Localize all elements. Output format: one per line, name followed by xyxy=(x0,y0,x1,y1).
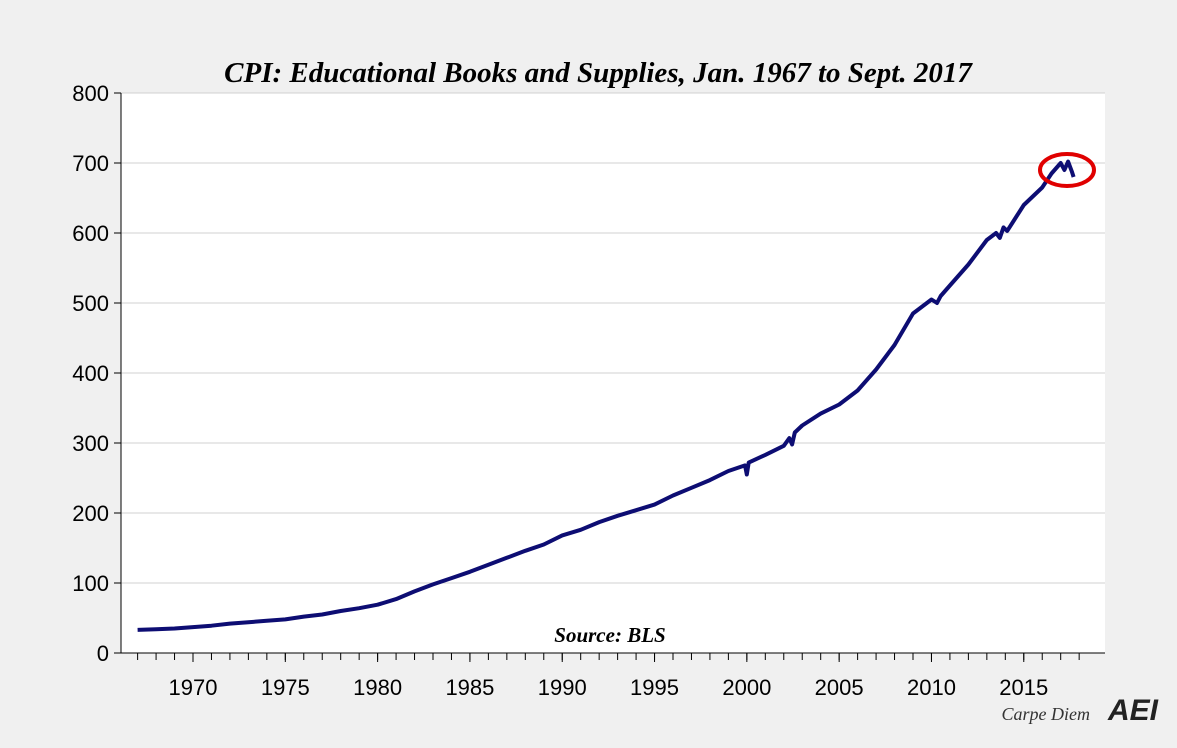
x-tick-label: 1980 xyxy=(353,675,402,700)
marks xyxy=(137,159,1076,632)
y-tick-label: 400 xyxy=(72,361,109,386)
x-tick-label: 1985 xyxy=(445,675,494,700)
grid: 0 100 200 300 400 500 600 700 800 1970 1975 1980 198… xyxy=(72,81,1105,700)
y-tick-label: 700 xyxy=(72,151,109,176)
x-tick-label: 2015 xyxy=(999,675,1048,700)
y-tick-label: 500 xyxy=(72,291,109,316)
x-tick-label: 2010 xyxy=(907,675,956,700)
chart-title: CPI: Educational Books and Supplies, Jan… xyxy=(224,57,973,89)
y-tick-label: 800 xyxy=(72,81,109,106)
x-tick-label: 2000 xyxy=(722,675,771,700)
y-tick-label: 0 xyxy=(97,641,109,666)
highlight-circle xyxy=(1038,152,1096,188)
x-tick-label: 1990 xyxy=(538,675,587,700)
logo: AEI xyxy=(1107,694,1159,727)
line-series xyxy=(137,159,1076,632)
x-tick-label: 1995 xyxy=(630,675,679,700)
caption: Carpe Diem xyxy=(1002,704,1091,724)
y-tick-label: 300 xyxy=(72,431,109,456)
source-note: Source: BLS xyxy=(554,623,665,647)
y-tick-label: 600 xyxy=(72,221,109,246)
x-tick-label: 2005 xyxy=(815,675,864,700)
x-tick-label: 1970 xyxy=(169,675,218,700)
y-tick-label: 200 xyxy=(72,501,109,526)
x-tick-label: 1975 xyxy=(261,675,310,700)
y-tick-label: 100 xyxy=(72,571,109,596)
